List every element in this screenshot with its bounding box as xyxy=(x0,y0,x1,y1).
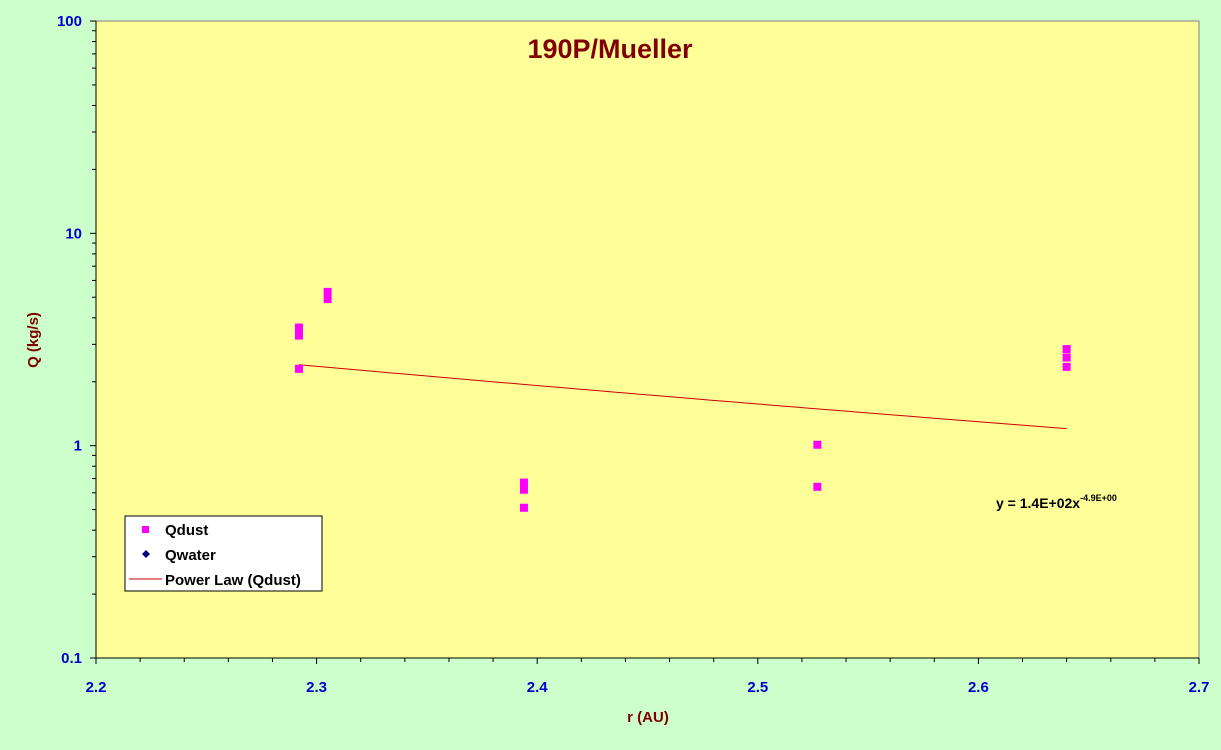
x-tick-label: 2.2 xyxy=(86,679,107,696)
qdust-point xyxy=(813,440,822,449)
y-tick-label: 10 xyxy=(65,225,82,242)
x-tick-label: 2.6 xyxy=(968,679,989,696)
qdust-point xyxy=(294,331,303,340)
legend: Qdust Qwater Power Law (Qdust) xyxy=(124,515,323,592)
y-tick-label: 1 xyxy=(74,438,82,455)
x-tick-label: 2.7 xyxy=(1189,679,1210,696)
x-axis-title: r (AU) xyxy=(627,709,669,726)
qdust-point xyxy=(1062,345,1071,354)
legend-qwater-marker xyxy=(142,550,150,558)
legend-powerlaw-label: Power Law (Qdust) xyxy=(165,572,301,589)
qdust-point xyxy=(294,323,303,332)
qdust-point xyxy=(1062,362,1071,371)
qdust-point xyxy=(1062,353,1071,362)
power-law-trendline xyxy=(298,364,1067,430)
x-tick-label: 2.3 xyxy=(306,679,327,696)
qdust-point xyxy=(519,503,528,512)
qdust-point xyxy=(294,364,303,373)
qdust-point xyxy=(519,478,528,487)
legend-qdust-label: Qdust xyxy=(165,522,208,539)
legend-qdust-marker xyxy=(142,526,149,533)
y-axis-title: Q (kg/s) xyxy=(25,312,42,368)
x-tick-label: 2.4 xyxy=(527,679,549,696)
trendline-equation-exponent: -4.9E+00 xyxy=(1080,493,1117,503)
x-tick-label: 2.5 xyxy=(747,679,768,696)
qdust-point xyxy=(323,295,332,304)
series-markers xyxy=(294,287,1071,512)
y-axis: 0.1 1 10 100 xyxy=(57,13,96,667)
trendline-equation: y = 1.4E+02x-4.9E+00 xyxy=(996,493,1117,511)
legend-qwater-label: Qwater xyxy=(165,547,216,564)
qdust-point xyxy=(813,482,822,491)
qdust-point xyxy=(323,287,332,296)
qdust-point xyxy=(519,485,528,494)
y-tick-label: 0.1 xyxy=(61,650,82,667)
chart-title: 190P/Mueller xyxy=(527,34,693,64)
y-tick-label: 100 xyxy=(57,13,82,30)
trendline-group xyxy=(298,364,1067,430)
x-axis: 2.2 2.3 2.4 2.5 2.6 2.7 xyxy=(86,658,1210,696)
trendline-equation-base: y = 1.4E+02x xyxy=(996,495,1080,511)
